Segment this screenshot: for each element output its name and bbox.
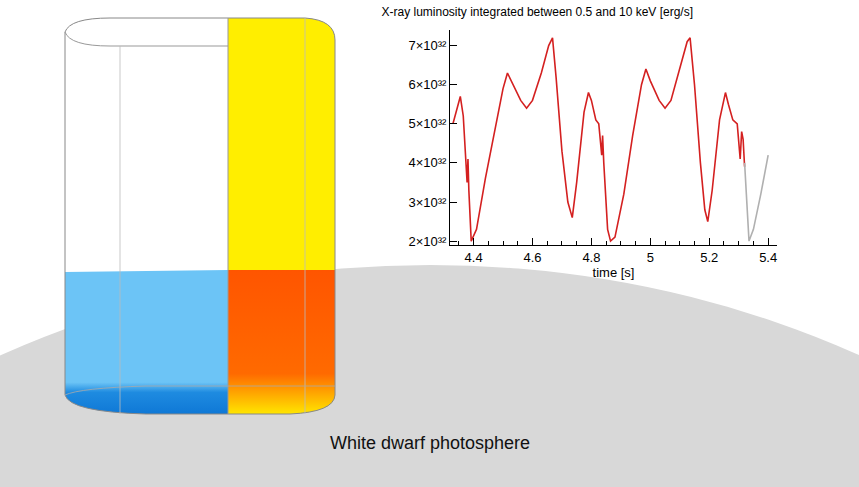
svg-text:7×10³²: 7×10³² [408,38,447,53]
svg-text:4.6: 4.6 [523,250,541,265]
svg-text:White dwarf photosphere: White dwarf photosphere [330,433,530,453]
svg-text:4.8: 4.8 [582,250,600,265]
svg-text:6×10³²: 6×10³² [408,77,447,92]
svg-text:5×10³²: 5×10³² [408,116,447,131]
svg-text:5: 5 [647,250,654,265]
svg-text:4×10³²: 4×10³² [408,155,447,170]
svg-text:2×10³²: 2×10³² [408,234,447,249]
svg-text:time [s]: time [s] [593,265,635,280]
svg-text:4.4: 4.4 [465,250,483,265]
svg-text:5.4: 5.4 [759,250,777,265]
svg-text:3×10³²: 3×10³² [408,195,447,210]
svg-text:X-ray luminosity integrated be: X-ray luminosity integrated between 0.5 … [382,5,694,19]
svg-text:5.2: 5.2 [700,250,718,265]
